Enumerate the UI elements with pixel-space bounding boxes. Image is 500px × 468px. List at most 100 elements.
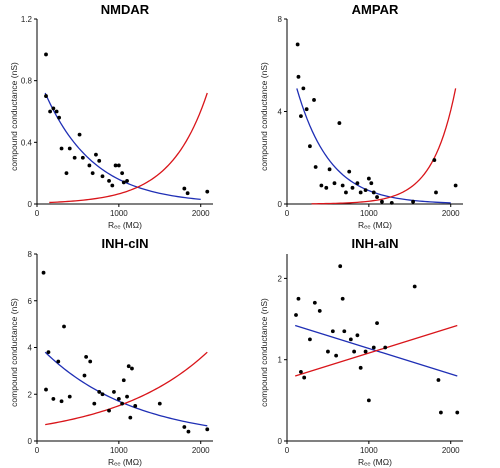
data-point [352,349,357,354]
data-point [317,309,322,313]
data-point [455,410,460,415]
data-point [121,378,126,383]
data-point [205,189,210,194]
data-point [77,132,82,137]
data-point [294,313,298,317]
fit-curve-blue [44,351,208,427]
x-tick-label: 1000 [110,209,128,218]
fit-curve-red [294,324,458,377]
data-point [56,359,61,364]
chart-title: INH-cIN [102,236,149,251]
data-point [334,353,339,358]
data-point [62,324,66,329]
data-point [120,401,125,406]
data-point [116,163,121,168]
data-point [363,188,368,193]
data-point [84,354,89,359]
data-point [389,200,394,205]
x-tick-label: 1000 [110,446,128,455]
data-point [312,98,316,102]
data-point [358,365,363,370]
y-axis-label: compound conductance (nS) [259,298,269,407]
y-tick-label: 8 [28,250,33,259]
x-tick-label: 1000 [360,209,378,218]
data-point [330,329,335,334]
data-point [67,394,72,399]
data-point [205,427,210,432]
data-point [46,350,51,355]
data-point [128,415,133,420]
x-axis-label: Rₑₑ (MΩ) [358,457,392,467]
data-point [438,410,443,415]
data-point [110,183,115,188]
chart-panel-2: AMPAR 0 4 8 0 1000 2000 compound conductance (n… [259,2,463,230]
data-point [296,296,301,301]
data-point [340,296,345,301]
data-point [350,185,355,190]
x-tick-label: 1000 [360,446,378,455]
x-tick-label: 2000 [192,446,210,455]
data-point [87,163,92,168]
data-point [67,146,72,151]
data-point [100,174,105,179]
data-point [366,398,371,403]
data-point [88,359,93,364]
data-point [80,155,85,160]
data-point [112,390,116,394]
y-tick-label: 4 [278,108,283,117]
data-point [436,378,441,382]
data-point [434,190,438,195]
data-point [100,392,105,397]
data-point [347,169,352,174]
chart-panel-3: INH-cIN 0 2 4 6 8 0 1000 2000 compound conductanc… [9,236,213,467]
data-point [326,349,330,354]
data-point [371,190,376,195]
data-point [182,425,187,429]
data-point [380,199,384,204]
data-point [54,109,59,114]
data-point [312,300,317,305]
data-point [371,345,376,350]
data-point [355,181,360,186]
data-point [432,158,437,162]
data-point [186,429,191,434]
data-point [125,178,129,183]
data-point [57,115,62,120]
x-tick-label: 0 [35,209,40,218]
data-point [453,183,458,188]
data-point [51,106,56,111]
x-tick-label: 2000 [442,209,460,218]
data-point [182,186,187,191]
data-point [344,190,348,195]
data-point [340,183,345,188]
data-point [324,185,329,190]
y-tick-label: 8 [278,15,283,24]
x-tick-label: 0 [35,446,40,455]
y-tick-label: 2 [28,390,33,399]
data-point [51,397,56,401]
data-point [348,337,353,342]
data-point [121,180,126,185]
data-point [107,408,111,413]
data-point [363,349,368,354]
data-point [295,42,300,47]
x-tick-label: 2000 [442,446,460,455]
data-point [90,171,95,176]
data-point [308,337,312,342]
data-point [59,399,64,404]
x-tick-label: 2000 [192,209,210,218]
data-point [338,264,343,269]
data-point [411,199,415,204]
data-point [44,94,48,98]
y-tick-label: 0.8 [21,77,33,86]
data-point [299,369,303,374]
y-tick-label: 0 [278,200,283,209]
fit-curve-red [49,92,208,204]
chart-panel-4: INH-aIN 0 1 2 0 1000 2000 compound conductance … [259,236,463,467]
data-point [383,345,388,350]
data-point [332,181,337,186]
data-point [412,284,417,289]
data-point [82,373,87,378]
y-tick-label: 6 [28,297,33,306]
